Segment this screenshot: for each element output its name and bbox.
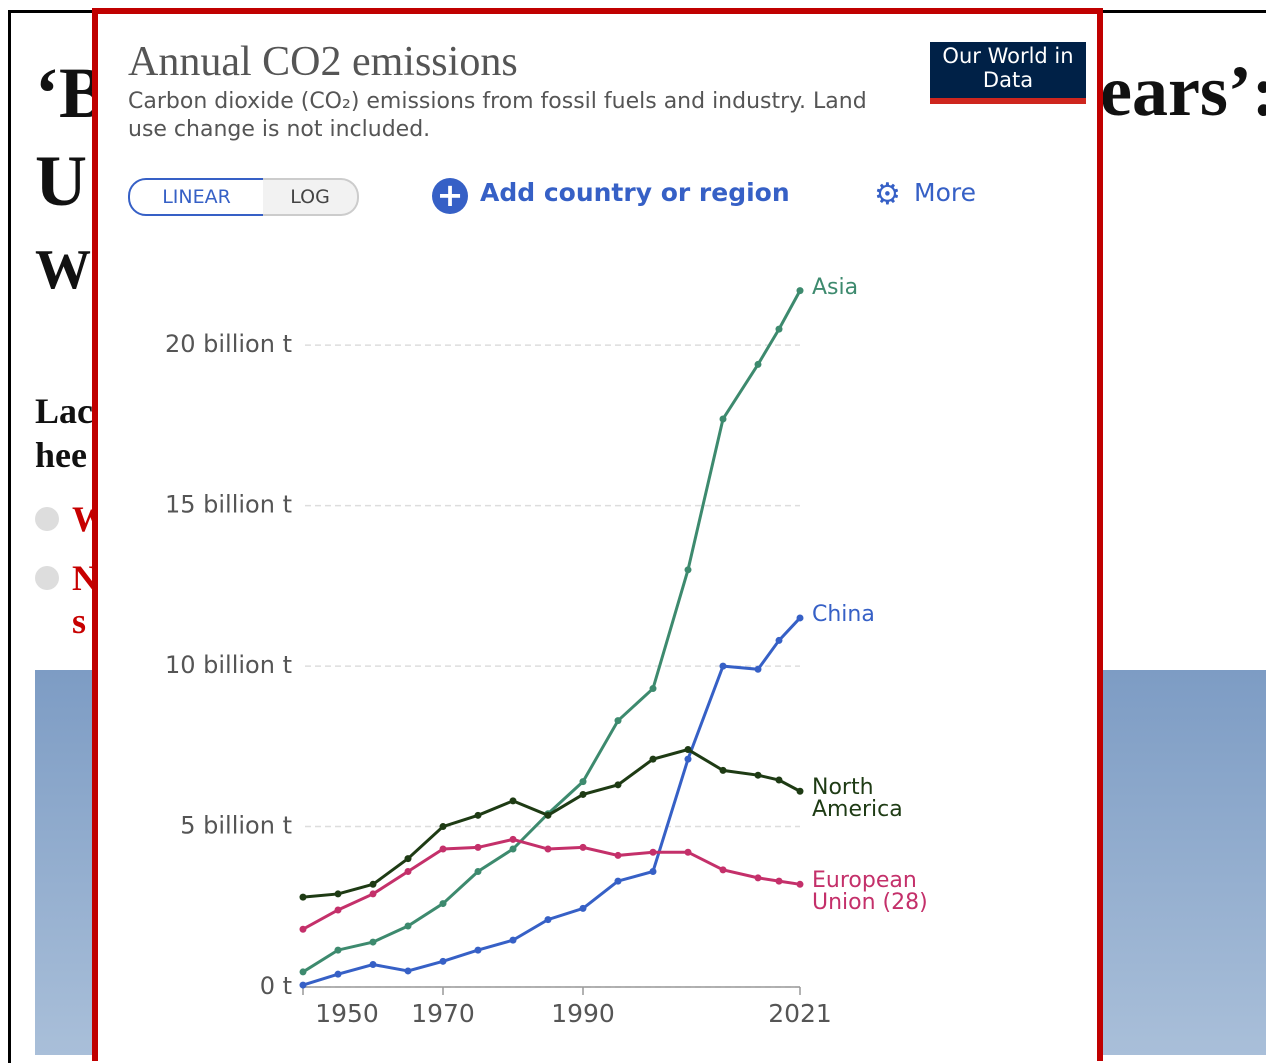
bullet — [35, 566, 59, 590]
series-line — [302, 289, 802, 974]
data-point — [579, 778, 587, 786]
data-point — [299, 893, 307, 901]
y-tick-label: 0 t — [260, 972, 292, 1000]
data-point — [649, 848, 657, 856]
headline: ears’: — [1100, 51, 1266, 131]
x-tick-label: 2021 — [768, 999, 832, 1028]
add-country-button[interactable]: Add country or region — [480, 178, 790, 207]
chart-subtitle: Carbon dioxide (CO₂) emissions from foss… — [128, 89, 867, 142]
data-point — [334, 946, 342, 954]
data-point — [796, 787, 804, 795]
data-point — [299, 981, 307, 989]
data-point — [796, 287, 804, 295]
lede: Lac — [35, 391, 93, 431]
data-point — [649, 685, 657, 693]
data-point — [649, 755, 657, 763]
data-point — [775, 776, 783, 784]
add-icon[interactable]: + — [432, 178, 468, 214]
log-button[interactable]: LOG — [263, 178, 359, 216]
series-line — [302, 616, 802, 987]
data-point — [404, 967, 412, 975]
data-point — [579, 904, 587, 912]
data-point — [754, 360, 762, 368]
data-point — [544, 845, 552, 853]
data-point — [719, 415, 727, 423]
series-label: European Union (28) — [812, 868, 928, 916]
data-point — [404, 855, 412, 863]
data-point — [299, 968, 307, 976]
data-point — [334, 906, 342, 914]
data-point — [509, 797, 517, 805]
data-point — [404, 922, 412, 930]
series-label: China — [812, 601, 875, 627]
related-link[interactable]: s — [72, 601, 87, 641]
data-point — [544, 916, 552, 924]
y-tick-label: 15 billion t — [165, 491, 292, 519]
data-point — [369, 890, 377, 898]
x-tick-label: 1970 — [411, 999, 475, 1028]
data-point — [299, 925, 307, 933]
data-point — [684, 848, 692, 856]
data-point — [544, 811, 552, 819]
data-point — [369, 880, 377, 888]
data-point — [684, 755, 692, 763]
data-point — [439, 957, 447, 965]
data-point — [439, 823, 447, 831]
data-point — [509, 936, 517, 944]
data-point — [509, 845, 517, 853]
data-point — [614, 717, 622, 725]
data-point — [369, 961, 377, 969]
data-point — [754, 771, 762, 779]
data-point — [719, 866, 727, 874]
data-point — [796, 880, 804, 888]
data-point — [474, 843, 482, 851]
data-point — [719, 766, 727, 774]
bullet — [35, 507, 59, 531]
data-point — [474, 867, 482, 875]
data-point — [404, 867, 412, 875]
subheadline: W — [35, 239, 91, 301]
series-line — [302, 837, 801, 931]
logo[interactable]: Our World in Data — [930, 42, 1086, 104]
data-point — [579, 790, 587, 798]
data-point — [474, 811, 482, 819]
data-point — [614, 851, 622, 859]
y-tick-label: 10 billion t — [165, 651, 292, 679]
data-point — [775, 636, 783, 644]
data-point — [796, 614, 804, 622]
data-point — [369, 938, 377, 946]
series-label: North America — [812, 775, 903, 823]
data-point — [775, 325, 783, 333]
gear-icon[interactable]: ⚙ — [874, 177, 901, 212]
data-point — [439, 900, 447, 908]
data-point — [719, 662, 727, 670]
data-point — [775, 877, 783, 885]
y-tick-label: 20 billion t — [165, 330, 292, 358]
data-point — [579, 843, 587, 851]
more-button[interactable]: More — [914, 178, 976, 207]
headline: U — [35, 141, 87, 221]
data-point — [334, 970, 342, 978]
series-label: Asia — [812, 274, 859, 300]
data-point — [474, 946, 482, 954]
data-point — [334, 890, 342, 898]
x-tick-label: 1950 — [315, 999, 379, 1028]
data-point — [754, 874, 762, 882]
data-point — [509, 835, 517, 843]
data-point — [614, 781, 622, 789]
data-point — [754, 665, 762, 673]
data-point — [649, 867, 657, 875]
lede: hee — [35, 435, 87, 475]
data-point — [439, 845, 447, 853]
chart-title: Annual CO2 emissions — [128, 39, 518, 85]
x-tick-label: 1990 — [551, 999, 615, 1028]
data-point — [684, 746, 692, 754]
series-line — [302, 747, 801, 899]
data-point — [684, 566, 692, 574]
y-tick-label: 5 billion t — [180, 812, 292, 840]
data-point — [614, 877, 622, 885]
